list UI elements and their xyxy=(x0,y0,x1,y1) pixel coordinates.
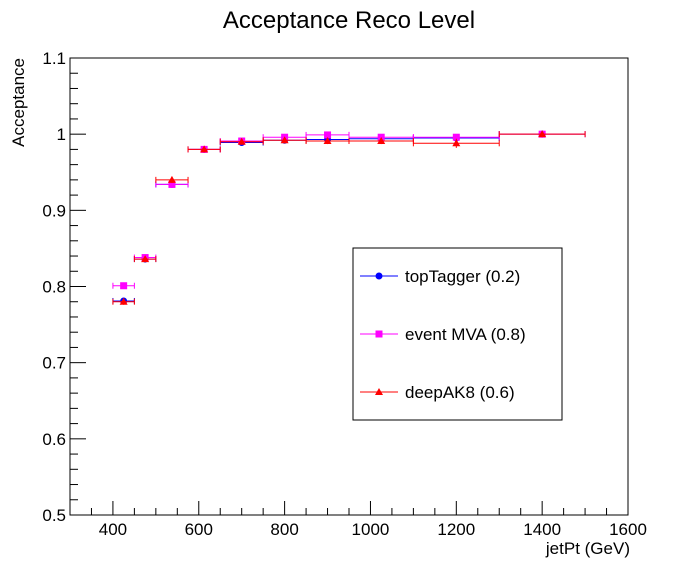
data-point xyxy=(167,175,176,183)
data-series xyxy=(112,130,586,305)
data-point xyxy=(324,131,332,139)
y-tick-label: 1.1 xyxy=(42,49,66,68)
y-axis-tick-labels: 0.5 0.6 0.7 0.8 0.9 1 1.1 xyxy=(42,49,66,525)
y-tick-label: 0.9 xyxy=(42,201,66,220)
series-deepak8 xyxy=(112,130,586,305)
x-tick-label: 1200 xyxy=(437,520,475,539)
data-point xyxy=(452,139,461,147)
data-point xyxy=(377,137,386,145)
y-tick-label: 0.7 xyxy=(42,354,66,373)
legend-entry-toptagger: topTagger (0.2) xyxy=(360,267,520,286)
data-point xyxy=(168,180,176,188)
data-point xyxy=(280,136,289,144)
data-point xyxy=(141,255,150,263)
chart-title: Acceptance Reco Level xyxy=(223,7,475,34)
x-tick-label: 1600 xyxy=(609,520,647,539)
y-axis-ticks xyxy=(70,57,86,516)
y-tick-label: 0.5 xyxy=(42,506,66,525)
legend-marker-toptagger xyxy=(375,272,383,280)
x-axis-tick-labels: 400 600 800 1000 1200 1400 1600 xyxy=(99,520,647,539)
y-tick-label: 0.8 xyxy=(42,278,66,297)
legend-marker-deepak8 xyxy=(375,388,383,395)
x-tick-label: 800 xyxy=(270,520,298,539)
legend-label-event-mva: event MVA (0.8) xyxy=(405,325,526,344)
legend-label-deepak8: deepAK8 (0.6) xyxy=(405,383,515,402)
data-point xyxy=(452,133,460,141)
data-point xyxy=(538,130,547,138)
y-tick-label: 1 xyxy=(57,125,66,144)
legend-entry-deepak8: deepAK8 (0.6) xyxy=(360,383,515,402)
y-axis-label: Acceptance xyxy=(9,58,28,147)
data-point xyxy=(323,137,332,145)
legend-marker-event-mva xyxy=(375,330,383,338)
legend-entry-event-mva: event MVA (0.8) xyxy=(360,325,526,344)
legend-label-toptagger: topTagger (0.2) xyxy=(405,267,520,286)
x-axis-ticks xyxy=(69,501,629,515)
x-tick-label: 400 xyxy=(99,520,127,539)
data-point xyxy=(237,137,246,145)
legend-box xyxy=(352,247,563,421)
x-axis-label: jetPt (GeV) xyxy=(545,539,630,558)
data-point xyxy=(120,282,128,290)
data-point xyxy=(119,297,128,305)
data-point xyxy=(200,145,209,153)
x-tick-label: 600 xyxy=(185,520,213,539)
legend: topTagger (0.2) event MVA (0.8) deepAK8 … xyxy=(352,247,563,421)
y-tick-label: 0.6 xyxy=(42,430,66,449)
x-tick-label: 1000 xyxy=(352,520,390,539)
x-tick-label: 1400 xyxy=(523,520,561,539)
